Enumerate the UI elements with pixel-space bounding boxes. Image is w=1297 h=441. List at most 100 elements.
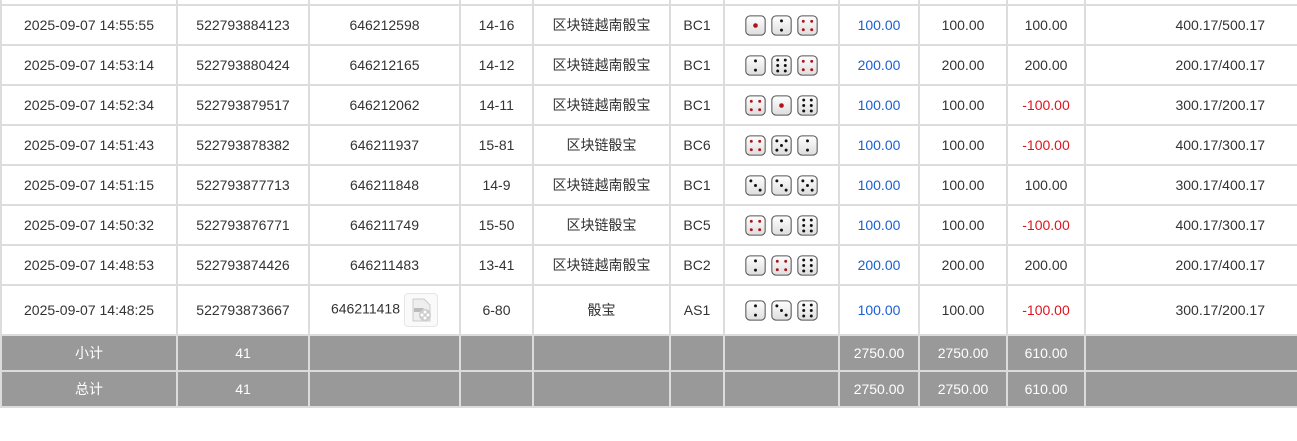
dice-result [723, 164, 840, 206]
win-loss: -100.00 [1006, 284, 1086, 336]
round-cell: 646212598 [308, 4, 461, 46]
subtotal-row: 小计 41 2750.00 2750.00 610.00 [0, 334, 1297, 372]
bet-amount[interactable]: 100.00 [838, 84, 920, 126]
dice-result [723, 284, 840, 336]
die-6-icon [771, 54, 792, 76]
dice-result [723, 44, 840, 86]
dice-result [723, 4, 840, 46]
round-number: 646211483 [349, 257, 420, 273]
round-cell: 646211749 [308, 204, 461, 246]
seat-code: BC6 [669, 124, 725, 166]
bet-time: 2025-09-07 14:52:34 [0, 84, 178, 126]
table-number: 14-12 [459, 44, 534, 86]
total-result: 610.00 [1006, 370, 1086, 408]
game-name: 区块链越南骰宝 [532, 244, 671, 286]
balance: 300.17/200.17 [1084, 84, 1297, 126]
table-row: 2025-09-07 14:51:15 522793877713 646211848… [0, 164, 1297, 206]
die-3-icon [771, 299, 792, 321]
die-5-icon [797, 174, 818, 196]
win-loss: 100.00 [1006, 4, 1086, 46]
die-2-icon [745, 299, 766, 321]
balance: 200.17/400.17 [1084, 44, 1297, 86]
seat-code: AS1 [669, 284, 725, 336]
valid-amount: 100.00 [918, 284, 1008, 336]
die-4-icon [797, 54, 818, 76]
table-row: 2025-09-07 14:51:43 522793878382 646211937… [0, 124, 1297, 166]
round-number: 646212062 [349, 97, 420, 113]
table-row: 2025-09-07 14:50:32 522793876771 646211749… [0, 204, 1297, 246]
bet-time: 2025-09-07 14:53:14 [0, 44, 178, 86]
total-valid: 2750.00 [918, 370, 1008, 408]
valid-amount: 100.00 [918, 164, 1008, 206]
valid-amount: 200.00 [918, 244, 1008, 286]
die-2-icon [745, 254, 766, 276]
seat-code: BC5 [669, 204, 725, 246]
bet-amount[interactable]: 100.00 [838, 204, 920, 246]
table-number: 14-16 [459, 4, 534, 46]
seat-code: BC2 [669, 244, 725, 286]
balance: 300.17/200.17 [1084, 284, 1297, 336]
round-number: 646211848 [349, 177, 420, 193]
die-6-icon [797, 254, 818, 276]
dice-result [723, 244, 840, 286]
table-row: 2025-09-07 14:48:25 522793873667 646211418… [0, 284, 1297, 336]
game-name: 区块链越南骰宝 [532, 44, 671, 86]
table-row: 2025-09-07 14:55:55 522793884123 646212598… [0, 4, 1297, 46]
win-loss: 100.00 [1006, 164, 1086, 206]
bet-amount[interactable]: 100.00 [838, 284, 920, 336]
win-loss: -100.00 [1006, 84, 1086, 126]
bet-amount[interactable]: 100.00 [838, 124, 920, 166]
die-5-icon [771, 134, 792, 156]
seat-code: BC1 [669, 4, 725, 46]
bet-amount[interactable]: 100.00 [838, 4, 920, 46]
dice-result [723, 124, 840, 166]
die-2-icon [797, 134, 818, 156]
bet-records-table: 2025-09-07 14:55:55 522793884123 646212598… [0, 0, 1297, 408]
die-4-icon [745, 214, 766, 236]
subtotal-bet: 2750.00 [838, 334, 920, 372]
die-6-icon [797, 299, 818, 321]
die-2-icon [771, 214, 792, 236]
bet-amount[interactable]: 100.00 [838, 164, 920, 206]
order-number: 522793884123 [176, 4, 310, 46]
die-4-icon [745, 134, 766, 156]
order-number: 522793878382 [176, 124, 310, 166]
round-number: 646211749 [349, 217, 420, 233]
balance: 400.17/300.17 [1084, 124, 1297, 166]
seat-code: BC1 [669, 44, 725, 86]
round-number: 646211418 [330, 300, 401, 317]
order-number: 522793873667 [176, 284, 310, 336]
game-name: 区块链越南骰宝 [532, 84, 671, 126]
table-number: 15-81 [459, 124, 534, 166]
game-name: 区块链越南骰宝 [532, 164, 671, 206]
win-loss: -100.00 [1006, 124, 1086, 166]
bet-amount[interactable]: 200.00 [838, 44, 920, 86]
bet-time: 2025-09-07 14:51:15 [0, 164, 178, 206]
die-4-icon [745, 94, 766, 116]
dice-result [723, 84, 840, 126]
order-number: 522793877713 [176, 164, 310, 206]
valid-amount: 100.00 [918, 124, 1008, 166]
die-6-icon [797, 94, 818, 116]
order-number: 522793880424 [176, 44, 310, 86]
bet-amount[interactable]: 200.00 [838, 244, 920, 286]
table-number: 13-41 [459, 244, 534, 286]
table-row-partial [0, 0, 1297, 6]
bet-time: 2025-09-07 14:48:25 [0, 284, 178, 336]
valid-amount: 100.00 [918, 204, 1008, 246]
game-name: 骰宝 [532, 284, 671, 336]
balance: 400.17/500.17 [1084, 4, 1297, 46]
bet-time: 2025-09-07 14:55:55 [0, 4, 178, 46]
table-number: 14-11 [459, 84, 534, 126]
die-4-icon [771, 254, 792, 276]
subtotal-valid: 2750.00 [918, 334, 1008, 372]
game-name: 区块链骰宝 [532, 124, 671, 166]
dice-result [723, 204, 840, 246]
round-cell: 646211483 [308, 244, 461, 286]
balance: 300.17/400.17 [1084, 164, 1297, 206]
balance: 200.17/400.17 [1084, 244, 1297, 286]
balance: 400.17/300.17 [1084, 204, 1297, 246]
video-replay-icon[interactable] [404, 293, 439, 327]
die-4-icon [797, 14, 818, 36]
table-number: 14-9 [459, 164, 534, 206]
